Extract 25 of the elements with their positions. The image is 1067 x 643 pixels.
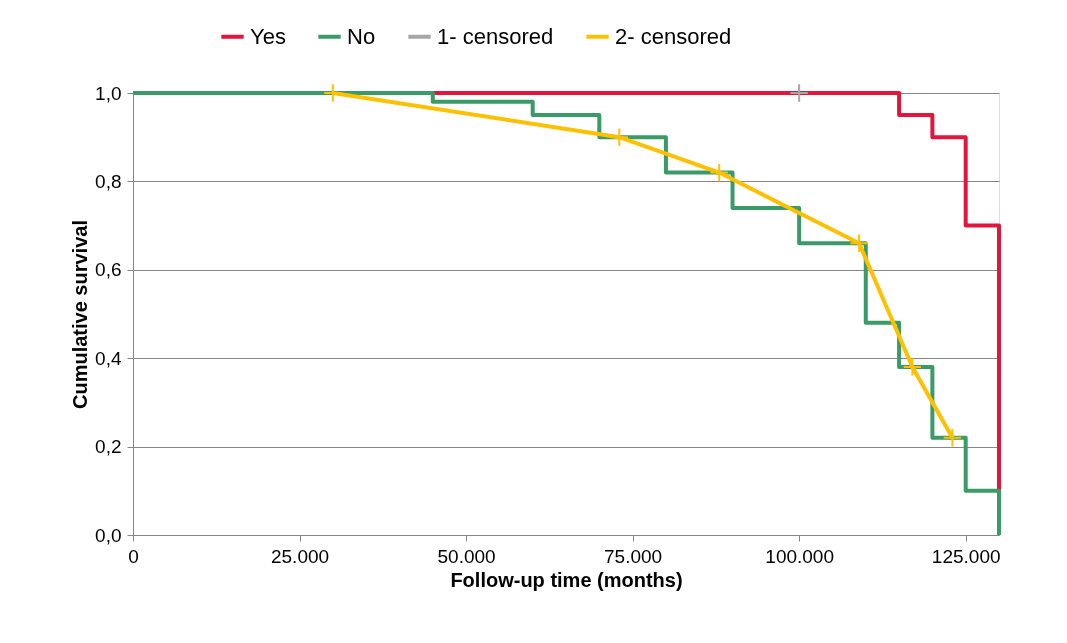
legend-label: 2- censored (615, 23, 732, 49)
point (942, 428, 963, 448)
legend-label: Yes (250, 23, 286, 49)
x-tick-label: 25.000 (270, 545, 330, 567)
point (609, 127, 629, 147)
y-tick-label: 0,2 (95, 436, 122, 458)
point (709, 162, 729, 183)
x-tick-label: 0 (128, 545, 139, 567)
x-tick-label: 100.000 (765, 545, 834, 567)
y-tick-label: 1,0 (95, 82, 122, 104)
y-tick-label: 0,4 (95, 347, 122, 369)
y-tick-label: 0,0 (95, 524, 122, 546)
point (789, 83, 809, 103)
y-tick-label: 0,6 (95, 259, 122, 281)
legend-label: No (347, 23, 376, 49)
x-tick-label: 50.000 (437, 545, 496, 567)
x-axis-title: Follow-up time (months) (450, 568, 683, 591)
point (849, 233, 869, 253)
y-axis-title: Cumulative survival (69, 220, 92, 409)
legend-label: 1- censored (437, 23, 554, 49)
y-tick-label: 0,8 (95, 170, 122, 192)
x-tick-label: 75.000 (604, 545, 663, 567)
point (323, 83, 343, 103)
x-tick-label: 125.000 (931, 545, 1001, 567)
point (902, 357, 923, 377)
